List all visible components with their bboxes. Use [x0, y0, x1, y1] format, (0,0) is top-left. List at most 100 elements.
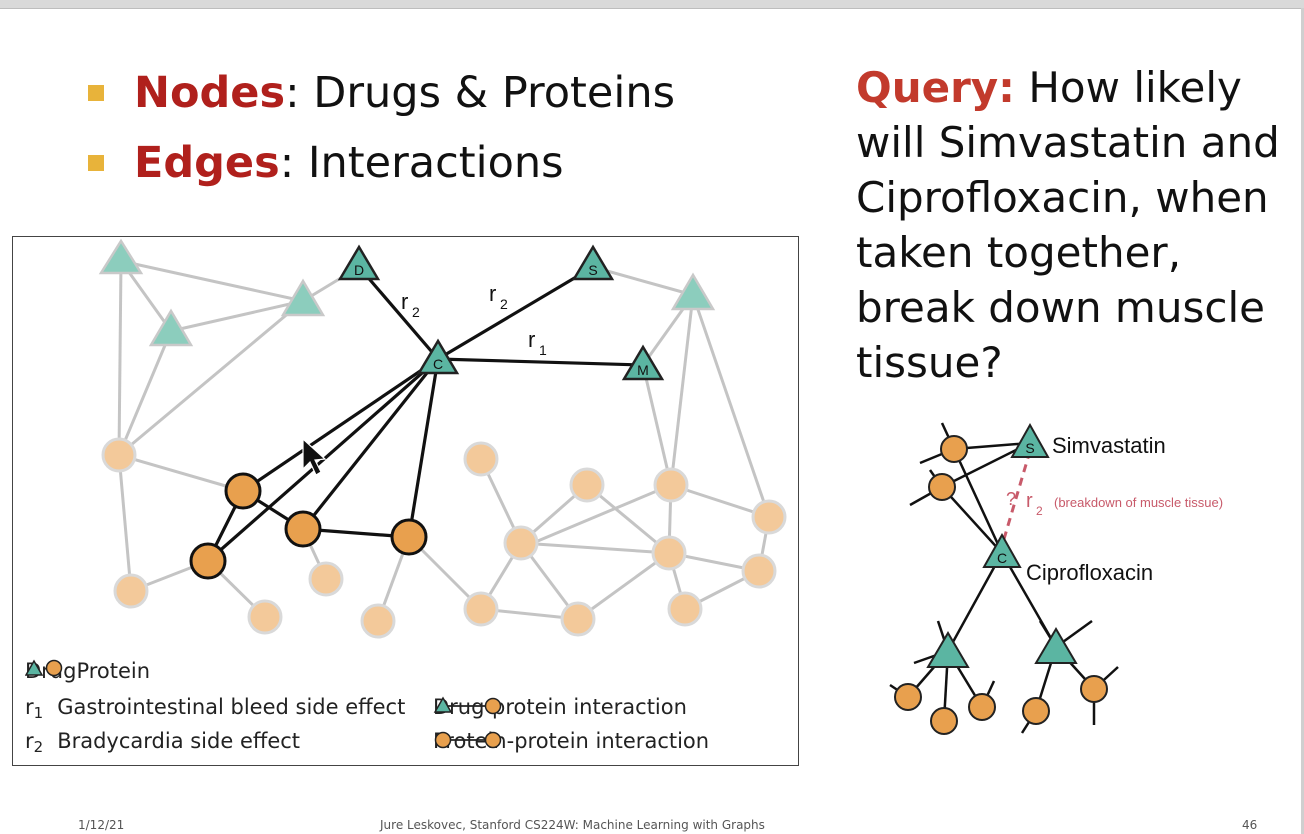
bullet-nodes: Nodes: Drugs & Proteins	[88, 58, 675, 128]
drug-letter-s: S	[588, 262, 597, 278]
bullet-keyword: Edges	[134, 138, 280, 188]
protein-node	[569, 467, 605, 503]
mouse-cursor-icon	[302, 437, 327, 476]
highlighted-drug-nodes	[337, 244, 665, 381]
faded-drug-nodes	[98, 238, 716, 347]
query-label: Query:	[856, 63, 1015, 112]
drug-node	[280, 278, 326, 317]
legend-r1-text: Gastrointestinal bleed side effect	[57, 695, 406, 719]
legend-protein-label: Protein	[76, 659, 151, 683]
legend-row-nodes: Drug Protein	[25, 659, 150, 683]
drug-node	[926, 631, 970, 668]
legend-r1-sub: 1	[33, 704, 44, 722]
drug-node-d	[337, 244, 381, 281]
protein-protein-edge-icon	[434, 731, 502, 749]
legend-r2-text: Bradycardia side effect	[57, 729, 301, 753]
query-question-mark: ?	[1006, 489, 1016, 509]
drug-letter-d: D	[354, 262, 364, 278]
drug-node-s	[1010, 422, 1050, 458]
query-relation-edge	[1002, 450, 1032, 540]
legend-r2-symbol: r	[25, 729, 34, 753]
highlighted-protein-nodes	[189, 472, 428, 580]
protein-node	[360, 603, 396, 639]
simvastatin-label: Simvastatin	[1052, 433, 1166, 458]
interaction-graph-panel: D S C M r 2 r 2 r 1 Drug Protein r1 Gast…	[12, 236, 799, 766]
drug-letter-m: M	[637, 362, 649, 378]
protein-node	[560, 601, 596, 637]
bullet-square-icon	[88, 155, 104, 171]
footer-date: 1/12/21	[78, 818, 125, 832]
protein-node	[284, 510, 322, 548]
drug-letter-c: C	[433, 356, 443, 372]
query-relation-symbol: r	[1026, 490, 1033, 512]
query-text: Query: How likely will Simvastatin and C…	[856, 60, 1286, 390]
bullet-text: : Interactions	[279, 138, 564, 188]
protein-node	[463, 591, 499, 627]
drug-node-c	[982, 532, 1022, 568]
protein-node	[503, 525, 539, 561]
legend-drug-protein-label: Drug-protein interaction	[433, 695, 687, 719]
query-node-c-letter: C	[997, 550, 1007, 566]
edge-label-r1-sub: 1	[539, 342, 547, 358]
protein-node	[751, 499, 787, 535]
drug-node-m	[621, 344, 665, 381]
bullet-text: : Drugs & Proteins	[285, 68, 675, 118]
interaction-graph: D S C M r 2 r 2 r 1	[98, 238, 787, 639]
edge-label-r2-right-sub: 2	[500, 296, 508, 312]
legend-r2-sub: 2	[33, 738, 44, 756]
query-graph: S C Simvastatin Ciprofloxacin ? r 2 (bre…	[889, 422, 1223, 735]
highlighted-edges	[206, 265, 644, 563]
protein-node	[741, 553, 777, 589]
drug-node	[670, 272, 716, 311]
protein-node	[463, 441, 499, 477]
protein-node	[1022, 697, 1050, 725]
protein-node	[308, 561, 344, 597]
footer-credit: Jure Leskovec, Stanford CS224W: Machine …	[380, 818, 765, 832]
protein-node	[667, 591, 703, 627]
legend-row-protein-protein: Protein-protein interaction	[433, 729, 709, 753]
protein-node	[651, 535, 687, 571]
drug-node-s	[571, 244, 615, 281]
protein-node	[653, 467, 689, 503]
protein-node	[390, 518, 428, 556]
footer-page-number: 46	[1242, 818, 1258, 832]
bullet-list: Nodes: Drugs & Proteins Edges: Interacti…	[88, 58, 675, 198]
query-body: How likely will Simvastatin and Ciproflo…	[856, 63, 1280, 387]
protein-node	[928, 473, 956, 501]
drug-node	[98, 238, 144, 275]
legend-protein-protein-label: Protein-protein interaction	[433, 729, 710, 753]
protein-node	[894, 683, 922, 711]
bullet-square-icon	[88, 85, 104, 101]
protein-node	[930, 707, 958, 735]
protein-node	[968, 693, 996, 721]
legend-r1-symbol: r	[25, 695, 34, 719]
drug-node-c	[416, 338, 460, 375]
edge-label-r1: r	[528, 327, 535, 352]
bullet-edges: Edges: Interactions	[88, 128, 675, 198]
protein-node	[1080, 675, 1108, 703]
protein-node	[101, 437, 137, 473]
protein-legend-icon	[45, 659, 63, 677]
drug-node	[1034, 627, 1078, 664]
protein-node	[189, 542, 227, 580]
window-top-bar	[0, 0, 1304, 9]
query-node-s-letter: S	[1025, 440, 1034, 456]
edge-label-r2-right: r	[489, 281, 496, 306]
edge-label-r2-left-sub: 2	[412, 304, 420, 320]
protein-node	[224, 472, 262, 510]
drug-protein-edge-icon	[433, 696, 502, 715]
faded-protein-nodes	[101, 437, 787, 639]
edge-label-r2-left: r	[401, 289, 408, 314]
protein-node	[113, 573, 149, 609]
bullet-keyword: Nodes	[134, 68, 286, 118]
query-relation-text: (breakdown of muscle tissue)	[1054, 495, 1223, 510]
legend-row-drug-protein: Drug-protein interaction	[433, 695, 687, 719]
drug-node	[148, 308, 194, 347]
query-relation-sub: 2	[1036, 504, 1043, 518]
drug-legend-icon	[25, 659, 43, 676]
ciprofloxacin-label: Ciprofloxacin	[1026, 560, 1153, 585]
window-right-edge	[1301, 8, 1304, 834]
protein-node	[940, 435, 968, 463]
